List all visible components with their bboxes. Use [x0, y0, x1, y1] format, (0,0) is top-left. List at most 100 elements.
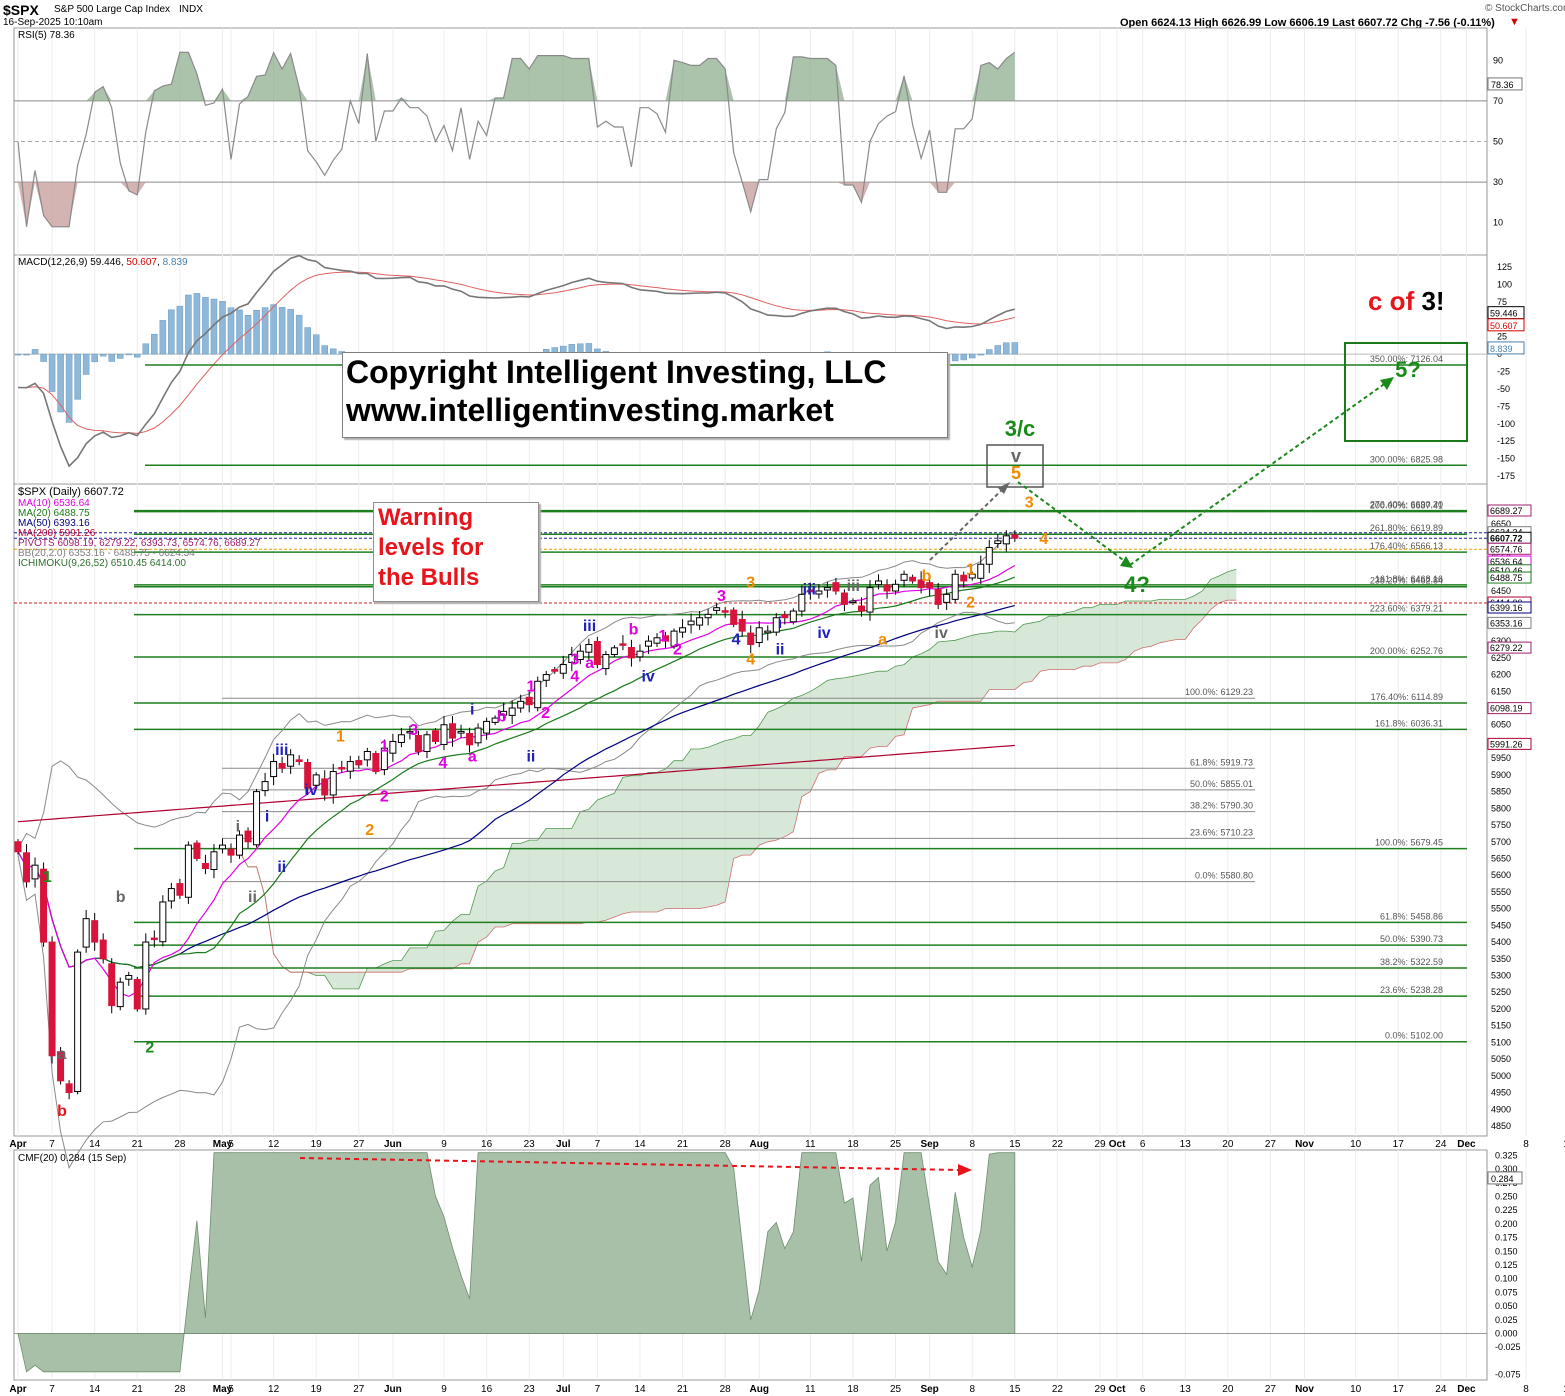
rsi-tick-label: 10	[1493, 218, 1503, 228]
candle-body	[40, 868, 48, 943]
macd-histogram-bar	[99, 353, 107, 357]
candle-body	[576, 650, 584, 661]
date-tick-label-bottom: 25	[890, 1384, 902, 1395]
candle-body	[985, 547, 993, 565]
macd-value-tag-text: 50.607	[1490, 321, 1518, 331]
date-tick-label-bottom: 28	[720, 1384, 732, 1395]
candle-body	[934, 589, 942, 605]
date-tick-label: 7	[49, 1139, 55, 1150]
date-tick-label: 18	[847, 1139, 859, 1150]
cmf-value-tag	[1487, 1171, 1523, 1185]
candle-body	[414, 734, 422, 752]
candle-body	[696, 617, 704, 626]
candle-body	[789, 610, 797, 623]
macd-histogram-bar	[116, 353, 124, 359]
cmf-tick-label: 0.300	[1495, 1164, 1518, 1174]
price-tick-label: 5700	[1491, 837, 1511, 847]
price-tick-label: 5850	[1491, 787, 1511, 797]
wave-callout-prefix: c of	[1368, 286, 1422, 316]
candle-body	[832, 582, 840, 592]
fib-level-label: 0.0%: 5580.80	[1195, 871, 1253, 881]
macd-hist: 8.839	[162, 257, 188, 268]
price-value-tag	[1487, 702, 1532, 715]
macd-histogram-bar	[40, 353, 47, 362]
date-tick-label: Dec	[1457, 1139, 1476, 1150]
price-tick-label: 5000	[1491, 1071, 1511, 1081]
fib-level-label: 350.00%: 7126.04	[1370, 354, 1443, 364]
wave-label: 4	[746, 652, 755, 669]
candle-body	[48, 941, 56, 1057]
warning-line-3: the Bulls	[378, 564, 480, 591]
macd-tick-label: -125	[1497, 436, 1515, 446]
candle-body	[295, 759, 303, 763]
copyright-box: Copyright Intelligent Investing, LLC www…	[342, 352, 948, 438]
fib-level-label: 38.2%: 5790.30	[1190, 801, 1253, 811]
macd-line	[17, 254, 1016, 468]
candle-body	[65, 1083, 73, 1094]
wave-label: 1	[966, 561, 975, 578]
candle-body	[772, 617, 780, 633]
candle-body	[653, 637, 661, 644]
date-tick-label: Apr	[9, 1139, 26, 1150]
macd-histogram-bar	[236, 309, 243, 355]
candle-body	[943, 593, 951, 603]
wave-label: 4	[1039, 531, 1048, 548]
price-tick-label: 5350	[1491, 954, 1511, 964]
fib-level-label: 176.40%: 6566.13	[1370, 541, 1443, 551]
copyright-line: Copyright Intelligent Investing, LLC	[346, 354, 887, 390]
date-tick-label-bottom: 23	[524, 1384, 536, 1395]
date-tick-label: 17	[1393, 1139, 1405, 1150]
date-tick-label: 15	[1009, 1139, 1021, 1150]
date-tick-label: 8	[969, 1139, 975, 1150]
date-tick-label-bottom: 14	[89, 1384, 101, 1395]
wave-label: a	[468, 749, 477, 766]
candle-body	[517, 700, 525, 709]
wave-label: 3	[570, 652, 579, 669]
wave-label: a	[58, 1046, 67, 1063]
price-value-tag-text: 6399.16	[1490, 603, 1523, 613]
price-value-tag-text: 6279.22	[1490, 643, 1523, 653]
macd-histogram-bar	[193, 293, 201, 355]
fib-level-label: 161.8%: 6468.16	[1375, 574, 1443, 584]
wave-label: i	[265, 809, 269, 826]
warning-line-2: levels for	[378, 534, 484, 561]
date-tick-label: 27	[353, 1139, 365, 1150]
date-tick-label: Jul	[556, 1139, 571, 1150]
macd-histogram-bar	[244, 315, 252, 355]
fib-level-label: 50.0%: 5390.73	[1380, 934, 1443, 944]
legend-ma20: MA(20) 6488.75	[18, 508, 90, 519]
candle-body	[423, 734, 431, 752]
macd-histogram-bar	[227, 307, 235, 355]
macd-histogram-bar	[142, 343, 150, 355]
date-tick-label-bottom: Jul	[556, 1384, 571, 1395]
price-label: $SPX (Daily) 6607.72	[18, 486, 124, 498]
wave-label: i	[470, 702, 474, 719]
candle-body	[31, 864, 39, 880]
macd-histogram-bar	[219, 301, 226, 355]
fib-level-label: 50.0%: 5855.01	[1190, 779, 1253, 789]
rsi-value-tag-text: 78.36	[1491, 80, 1514, 90]
fib-level-label: 176.40%: 6114.89	[1371, 692, 1443, 702]
date-tick-label: Jun	[384, 1139, 402, 1150]
candle-body	[440, 724, 448, 745]
wave-label: 4	[439, 755, 448, 772]
price-value-tag	[1487, 542, 1532, 555]
candle-body	[960, 574, 968, 582]
candle-body	[355, 760, 363, 766]
date-tick-label-bottom: 15	[1009, 1384, 1021, 1395]
date-tick-label-bottom: Oct	[1109, 1384, 1126, 1395]
date-tick-label: Sep	[920, 1139, 938, 1150]
candle-body	[133, 979, 141, 1010]
macd-histogram-bar	[74, 353, 81, 400]
rsi-tick-label: 50	[1493, 137, 1503, 147]
date-tick-label: 29	[1094, 1139, 1106, 1150]
price-tick-label: 5200	[1491, 1004, 1511, 1014]
date-tick-label-bottom: 12	[268, 1384, 280, 1395]
macd-histogram-bar	[168, 309, 175, 355]
date-tick-label-bottom: 17	[1393, 1384, 1405, 1395]
candle-body	[917, 579, 925, 589]
macd-tick-label: -50	[1497, 384, 1510, 394]
macd-histogram-bar	[287, 309, 294, 355]
macd-tick-label: -150	[1497, 454, 1515, 464]
